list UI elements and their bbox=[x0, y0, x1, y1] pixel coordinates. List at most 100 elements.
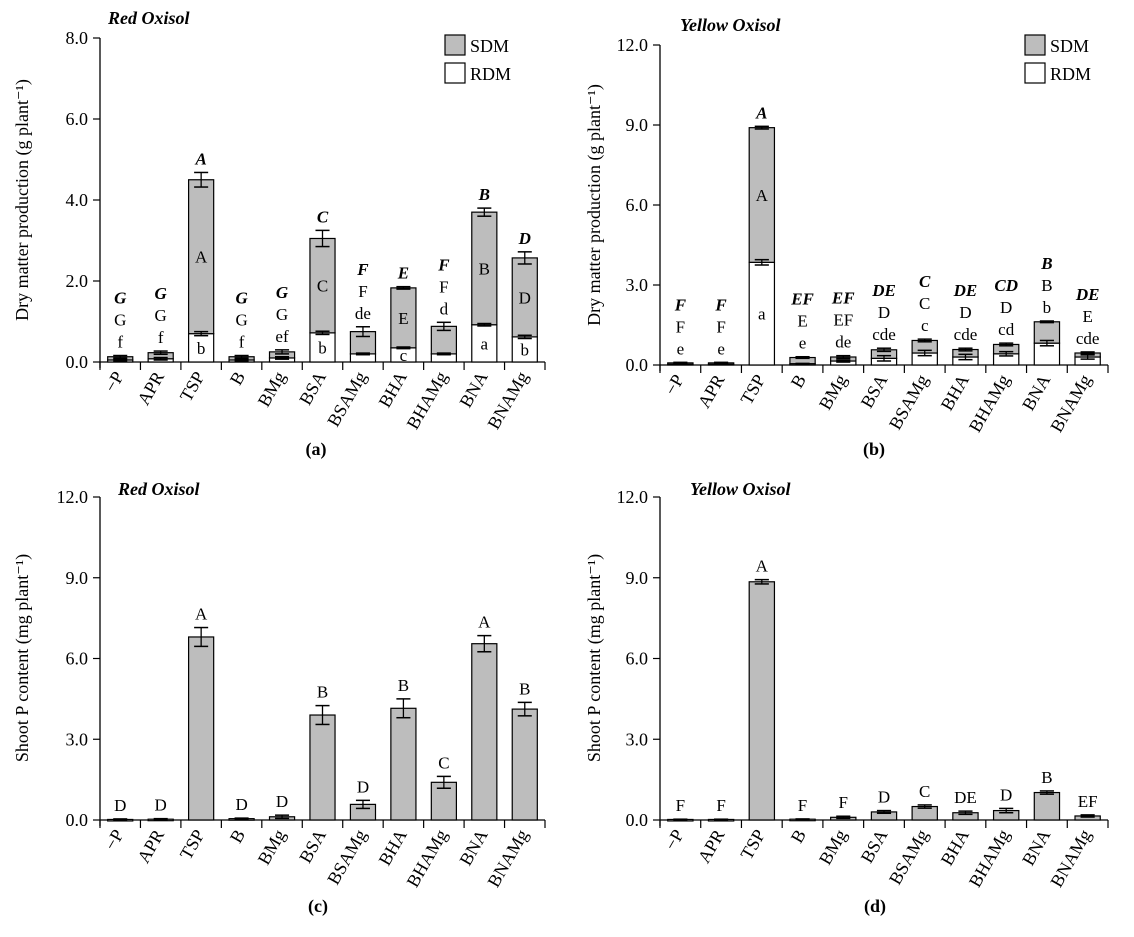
sdm-letter: F bbox=[676, 317, 685, 336]
shoot-p-bar bbox=[309, 714, 336, 821]
x-category-label: BHA bbox=[937, 371, 973, 414]
legend-sdm-swatch bbox=[444, 34, 466, 56]
panel-title: Red Oxisol bbox=[117, 479, 200, 499]
x-category-label: APR bbox=[694, 371, 729, 411]
total-letter: A bbox=[194, 149, 206, 168]
total-letter: F bbox=[714, 295, 727, 314]
rdm-bar bbox=[309, 332, 336, 363]
x-category-label: BHA bbox=[937, 826, 973, 869]
rdm-letter: cd bbox=[998, 320, 1015, 339]
rdm-letter: f bbox=[158, 328, 164, 347]
panel-label: (c) bbox=[308, 896, 328, 917]
rdm-letter: c bbox=[921, 316, 929, 335]
y-tick-label: 0.0 bbox=[626, 810, 649, 830]
total-letter: EF bbox=[831, 289, 855, 308]
rdm-letter: c bbox=[400, 346, 408, 365]
significance-letter: F bbox=[676, 796, 685, 815]
total-letter: CD bbox=[994, 276, 1018, 295]
x-category-label: BHA bbox=[375, 826, 411, 869]
significance-letter: D bbox=[155, 796, 167, 815]
legend-rdm-swatch bbox=[444, 62, 466, 84]
significance-letter: DE bbox=[954, 788, 977, 807]
rdm-bar bbox=[187, 333, 215, 363]
y-tick-label: 6.0 bbox=[66, 649, 89, 669]
rdm-letter: a bbox=[481, 334, 489, 353]
y-axis-label: Shoot P content (mg plant⁻¹) bbox=[584, 554, 605, 762]
x-category-label: BSA bbox=[295, 368, 330, 408]
x-category-label: BNA bbox=[455, 368, 491, 411]
x-category-label: APR bbox=[133, 826, 168, 866]
shoot-p-bar bbox=[471, 643, 498, 821]
x-category-label: BSA bbox=[857, 826, 892, 866]
total-letter: B bbox=[478, 185, 490, 204]
x-category-label: BMg bbox=[815, 371, 851, 413]
y-tick-label: 4.0 bbox=[66, 190, 89, 210]
x-category-label: −P bbox=[660, 826, 687, 853]
sdm-letter: C bbox=[919, 294, 930, 313]
panel-label: (b) bbox=[863, 439, 885, 460]
sdm-letter: F bbox=[439, 277, 448, 296]
significance-letter: C bbox=[919, 782, 930, 801]
total-letter: G bbox=[235, 289, 248, 308]
shoot-p-bar bbox=[511, 708, 538, 821]
x-category-label: −P bbox=[100, 368, 127, 395]
x-category-label: BHA bbox=[375, 368, 411, 411]
total-letter: D bbox=[518, 229, 531, 248]
sdm-letter: F bbox=[716, 317, 725, 336]
x-category-label: BMg bbox=[815, 826, 851, 868]
significance-letter: F bbox=[798, 796, 807, 815]
legend-rdm-swatch bbox=[1024, 62, 1046, 84]
y-tick-label: 6.0 bbox=[626, 195, 649, 215]
legend-rdm-label: RDM bbox=[470, 64, 511, 84]
total-letter: B bbox=[1040, 254, 1052, 273]
x-category-label: BNA bbox=[1018, 826, 1054, 869]
rdm-letter: cde bbox=[954, 325, 978, 344]
sdm-letter: B bbox=[479, 259, 490, 278]
rdm-letter: b bbox=[521, 340, 530, 359]
y-tick-label: 9.0 bbox=[66, 568, 89, 588]
y-tick-label: 2.0 bbox=[66, 271, 89, 291]
shoot-p-bar bbox=[1033, 791, 1061, 821]
x-category-label: TSP bbox=[736, 371, 769, 408]
significance-letter: D bbox=[357, 777, 369, 796]
sdm-letter: F bbox=[358, 282, 367, 301]
total-letter: F bbox=[356, 260, 369, 279]
x-category-label: BSA bbox=[295, 826, 330, 866]
y-tick-label: 8.0 bbox=[66, 28, 89, 48]
x-category-label: APR bbox=[133, 368, 168, 408]
panel-title: Red Oxisol bbox=[107, 8, 190, 28]
total-letter: C bbox=[317, 207, 329, 226]
x-category-label: −P bbox=[660, 371, 687, 398]
y-tick-label: 3.0 bbox=[66, 729, 89, 749]
sdm-letter: E bbox=[1082, 307, 1092, 326]
x-category-label: TSP bbox=[176, 826, 209, 863]
rdm-letter: de bbox=[355, 304, 371, 323]
total-letter: DE bbox=[871, 281, 896, 300]
y-tick-label: 6.0 bbox=[66, 109, 89, 129]
total-letter: F bbox=[437, 255, 450, 274]
rdm-letter: cde bbox=[872, 325, 896, 344]
significance-letter: B bbox=[519, 679, 530, 698]
x-category-label: B bbox=[787, 826, 810, 846]
rdm-letter: e bbox=[799, 334, 807, 353]
panel-label: (a) bbox=[306, 439, 327, 460]
panel-title: Yellow Oxisol bbox=[690, 479, 791, 499]
sdm-letter: B bbox=[1041, 276, 1052, 295]
y-axis-label: Shoot P content (mg plant⁻¹) bbox=[12, 554, 33, 762]
significance-letter: B bbox=[398, 676, 409, 695]
sdm-letter: E bbox=[398, 309, 408, 328]
total-letter: C bbox=[919, 272, 931, 291]
significance-letter: B bbox=[317, 683, 328, 702]
x-category-label: BNA bbox=[455, 826, 491, 869]
y-axis-label: Dry matter production (g plant⁻¹) bbox=[12, 79, 33, 321]
sdm-letter: EF bbox=[833, 311, 853, 330]
sdm-letter: A bbox=[195, 248, 208, 267]
significance-letter: A bbox=[756, 557, 769, 576]
sdm-letter: G bbox=[276, 305, 288, 324]
y-tick-label: 3.0 bbox=[626, 275, 649, 295]
panel-title: Yellow Oxisol bbox=[680, 15, 781, 35]
rdm-letter: e bbox=[717, 339, 725, 358]
total-letter: G bbox=[155, 284, 168, 303]
